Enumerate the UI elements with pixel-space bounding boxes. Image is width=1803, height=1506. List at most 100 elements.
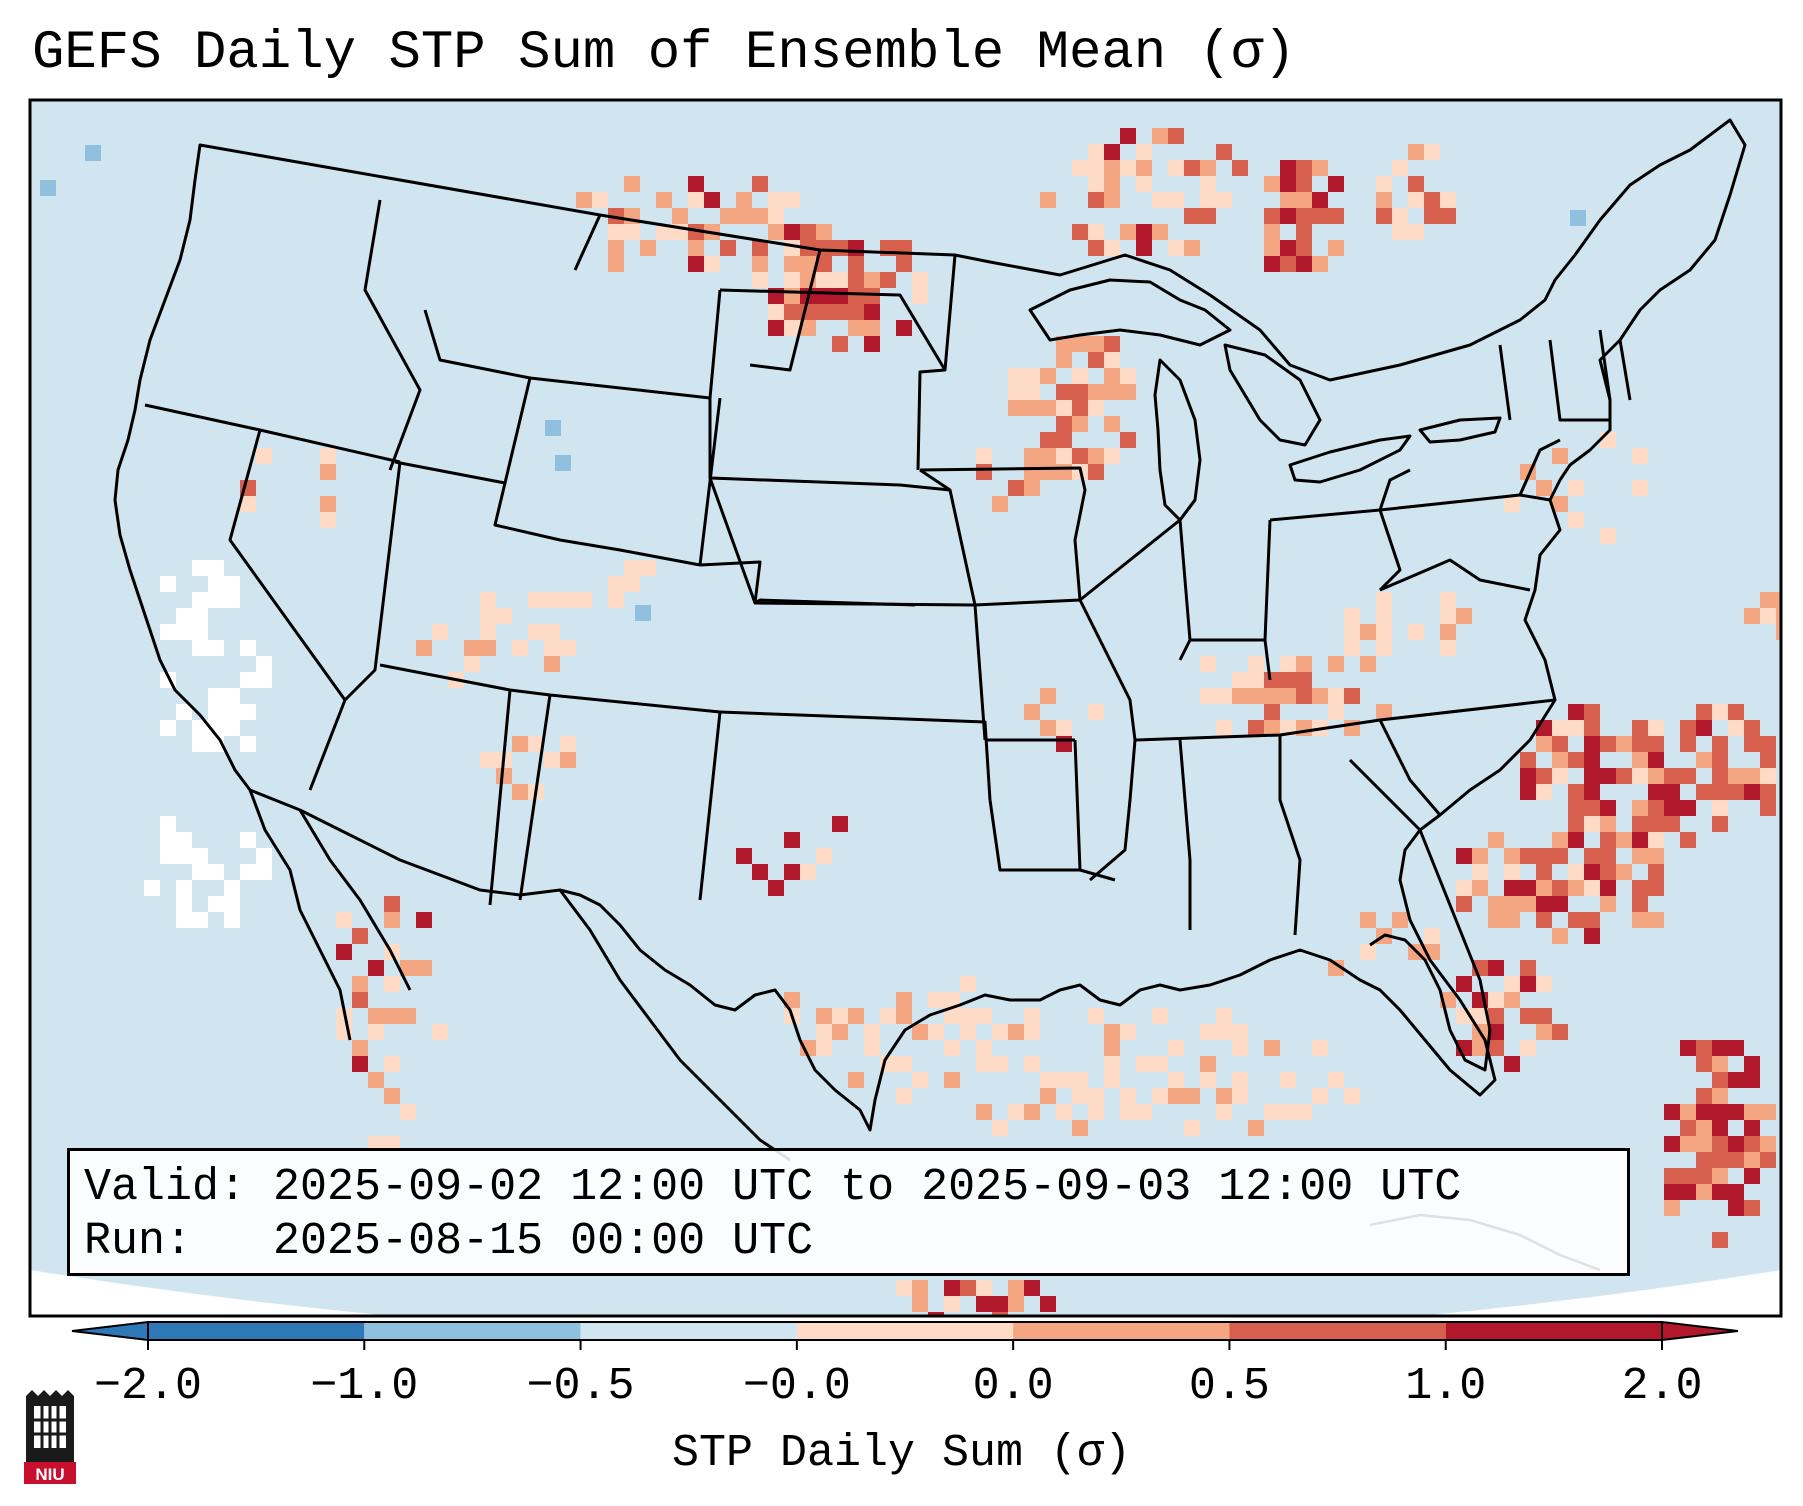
anomaly-cell — [1744, 1136, 1760, 1152]
colorbar-segment — [1229, 1322, 1446, 1340]
anomaly-cell — [752, 240, 768, 256]
colorbar-segment — [1445, 1322, 1662, 1340]
anomaly-cell — [1744, 720, 1760, 736]
anomaly-cell — [768, 208, 784, 224]
anomaly-cell — [1712, 736, 1728, 752]
anomaly-cell — [1344, 608, 1360, 624]
anomaly-cell — [912, 1024, 928, 1040]
anomaly-cell — [240, 640, 256, 656]
anomaly-cell — [1040, 368, 1056, 384]
anomaly-cell — [1120, 1024, 1136, 1040]
anomaly-cell — [1136, 1056, 1152, 1072]
anomaly-cell — [1184, 160, 1200, 176]
anomaly-cell — [1168, 240, 1184, 256]
anomaly-cell — [1120, 224, 1136, 240]
anomaly-cell — [320, 496, 336, 512]
anomaly-cell — [1312, 1088, 1328, 1104]
anomaly-cell — [1632, 480, 1648, 496]
anomaly-cell — [832, 272, 848, 288]
anomaly-cell — [976, 464, 992, 480]
anomaly-cell — [1472, 880, 1488, 896]
anomaly-cell — [1632, 816, 1648, 832]
anomaly-cell — [1696, 1152, 1712, 1168]
anomaly-cell — [1328, 208, 1344, 224]
anomaly-cell — [864, 320, 880, 336]
projection-domain — [30, 100, 1781, 1316]
anomaly-cell — [480, 592, 496, 608]
anomaly-cell — [1584, 800, 1600, 816]
anomaly-cell — [1088, 464, 1104, 480]
lake-erie — [1288, 434, 1412, 484]
anomaly-cell — [1728, 704, 1744, 720]
anomaly-cell — [1600, 528, 1616, 544]
anomaly-cell — [1232, 672, 1248, 688]
anomaly-cell — [1632, 768, 1648, 784]
anomaly-cell — [496, 608, 512, 624]
anomaly-cell — [1376, 192, 1392, 208]
anomaly-cell — [1728, 1040, 1744, 1056]
anomaly-cell — [1696, 784, 1712, 800]
anomaly-cell — [1760, 752, 1776, 768]
anomaly-cell — [1312, 160, 1328, 176]
anomaly-cell — [976, 1040, 992, 1056]
anomaly-cell — [240, 704, 256, 720]
anomaly-cell — [1216, 688, 1232, 704]
anomaly-cell — [400, 1104, 416, 1120]
anomaly-cell — [1312, 1040, 1328, 1056]
anomaly-cell — [1552, 880, 1568, 896]
anomaly-cell — [576, 592, 592, 608]
anomaly-cell — [1408, 192, 1424, 208]
anomaly-cell — [1056, 736, 1072, 752]
lake-ontario — [1418, 416, 1502, 444]
anomaly-cell — [992, 496, 1008, 512]
anomaly-cell — [816, 304, 832, 320]
anomaly-cell — [1088, 224, 1104, 240]
anomaly-cell — [1120, 1104, 1136, 1120]
anomaly-cell — [1616, 736, 1632, 752]
anomaly-cell — [1680, 1136, 1696, 1152]
anomaly-cell — [1456, 608, 1472, 624]
anomaly-cell — [1584, 880, 1600, 896]
anomaly-cell — [256, 656, 272, 672]
anomaly-cell — [1408, 144, 1424, 160]
anomaly-cell — [832, 336, 848, 352]
anomaly-cell — [1056, 464, 1072, 480]
anomaly-cell — [320, 512, 336, 528]
anomaly-cell — [528, 592, 544, 608]
anomaly-cell — [368, 1024, 384, 1040]
anomaly-cell — [784, 192, 800, 208]
anomaly-cell — [1584, 720, 1600, 736]
anomaly-cell — [912, 1280, 928, 1296]
anomaly-cell — [912, 272, 928, 288]
anomaly-cell — [1776, 592, 1781, 608]
anomaly-cell — [864, 304, 880, 320]
anomaly-cell — [1200, 1056, 1216, 1072]
anomaly-cell — [1360, 944, 1376, 960]
anomaly-cell — [1296, 224, 1312, 240]
anomaly-cell — [720, 240, 736, 256]
anomaly-cell — [1680, 736, 1696, 752]
anomaly-cell — [1056, 720, 1072, 736]
anomaly-cell — [1200, 208, 1216, 224]
lake-superior — [1028, 278, 1232, 347]
anomaly-cell — [608, 208, 624, 224]
anomaly-cell — [1104, 336, 1120, 352]
anomaly-cell — [1552, 928, 1568, 944]
anomaly-cell — [848, 304, 864, 320]
anomaly-cell — [1312, 192, 1328, 208]
anomaly-cell — [1376, 704, 1392, 720]
anomaly-cell — [800, 224, 816, 240]
anomaly-cell — [1696, 1056, 1712, 1072]
anomaly-cell — [352, 992, 368, 1008]
anomaly-cell — [256, 672, 272, 688]
anomaly-cell — [240, 832, 256, 848]
colorbar-tick-label: 2.0 — [1621, 1361, 1703, 1412]
anomaly-cell — [1776, 624, 1781, 640]
anomaly-cell — [560, 640, 576, 656]
anomaly-cell — [1232, 1072, 1248, 1088]
anomaly-cell — [1600, 816, 1616, 832]
anomaly-cell — [624, 224, 640, 240]
anomaly-cell — [1744, 1120, 1760, 1136]
anomaly-cell — [1472, 1040, 1488, 1056]
anomaly-cell — [1504, 880, 1520, 896]
